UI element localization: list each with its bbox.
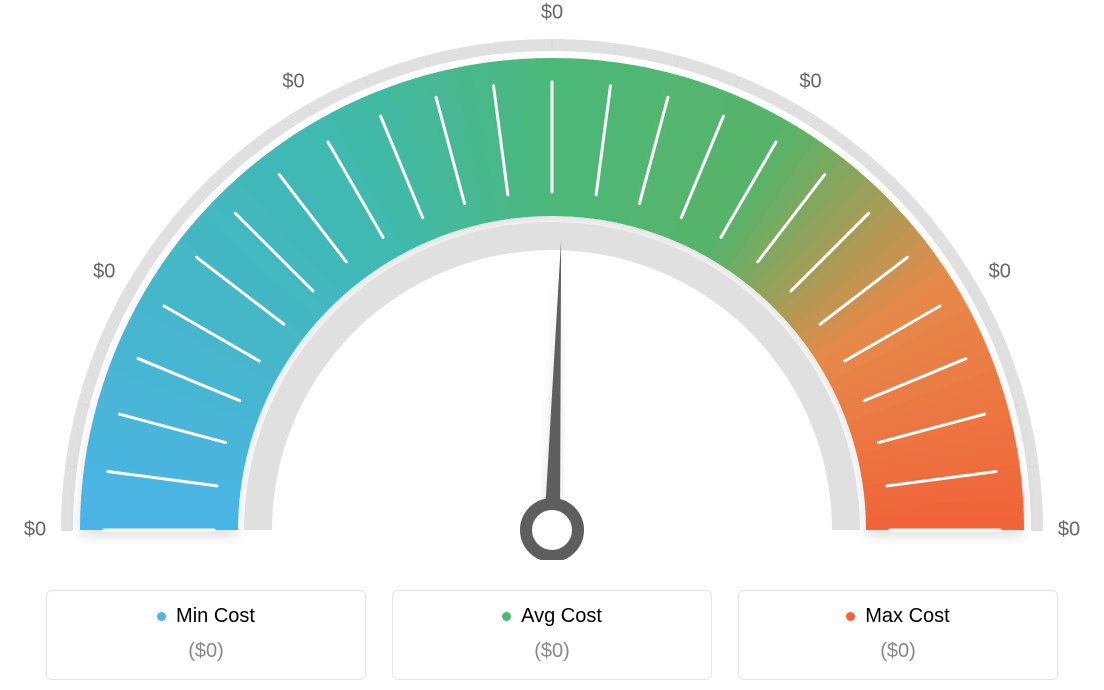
dial-label: $0 (24, 519, 46, 542)
dial-label: $0 (541, 2, 563, 25)
dial-label: $0 (799, 71, 821, 94)
gauge-chart: $0 $0 $0 $0 $0 $0 $0 (0, 0, 1104, 560)
legend-title-min: Min Cost (157, 605, 255, 628)
legend-value-max: ($0) (749, 640, 1047, 663)
dial-label: $0 (989, 260, 1011, 283)
legend-dot-max (846, 612, 855, 621)
dial-label: $0 (93, 260, 115, 283)
legend-label-avg: Avg Cost (521, 605, 602, 628)
dial-label: $0 (1058, 519, 1080, 542)
legend-card-min: Min Cost ($0) (46, 590, 366, 680)
legend-card-max: Max Cost ($0) (738, 590, 1058, 680)
legend-card-avg: Avg Cost ($0) (392, 590, 712, 680)
legend-dot-avg (502, 612, 511, 621)
legend-title-avg: Avg Cost (502, 605, 602, 628)
legend-row: Min Cost ($0) Avg Cost ($0) Max Cost ($0… (0, 590, 1104, 680)
dial-label: $0 (282, 71, 304, 94)
legend-label-min: Min Cost (176, 605, 255, 628)
legend-value-avg: ($0) (403, 640, 701, 663)
legend-value-min: ($0) (57, 640, 355, 663)
legend-title-max: Max Cost (846, 605, 949, 628)
legend-label-max: Max Cost (865, 605, 949, 628)
gauge-svg (0, 0, 1104, 560)
legend-dot-min (157, 612, 166, 621)
